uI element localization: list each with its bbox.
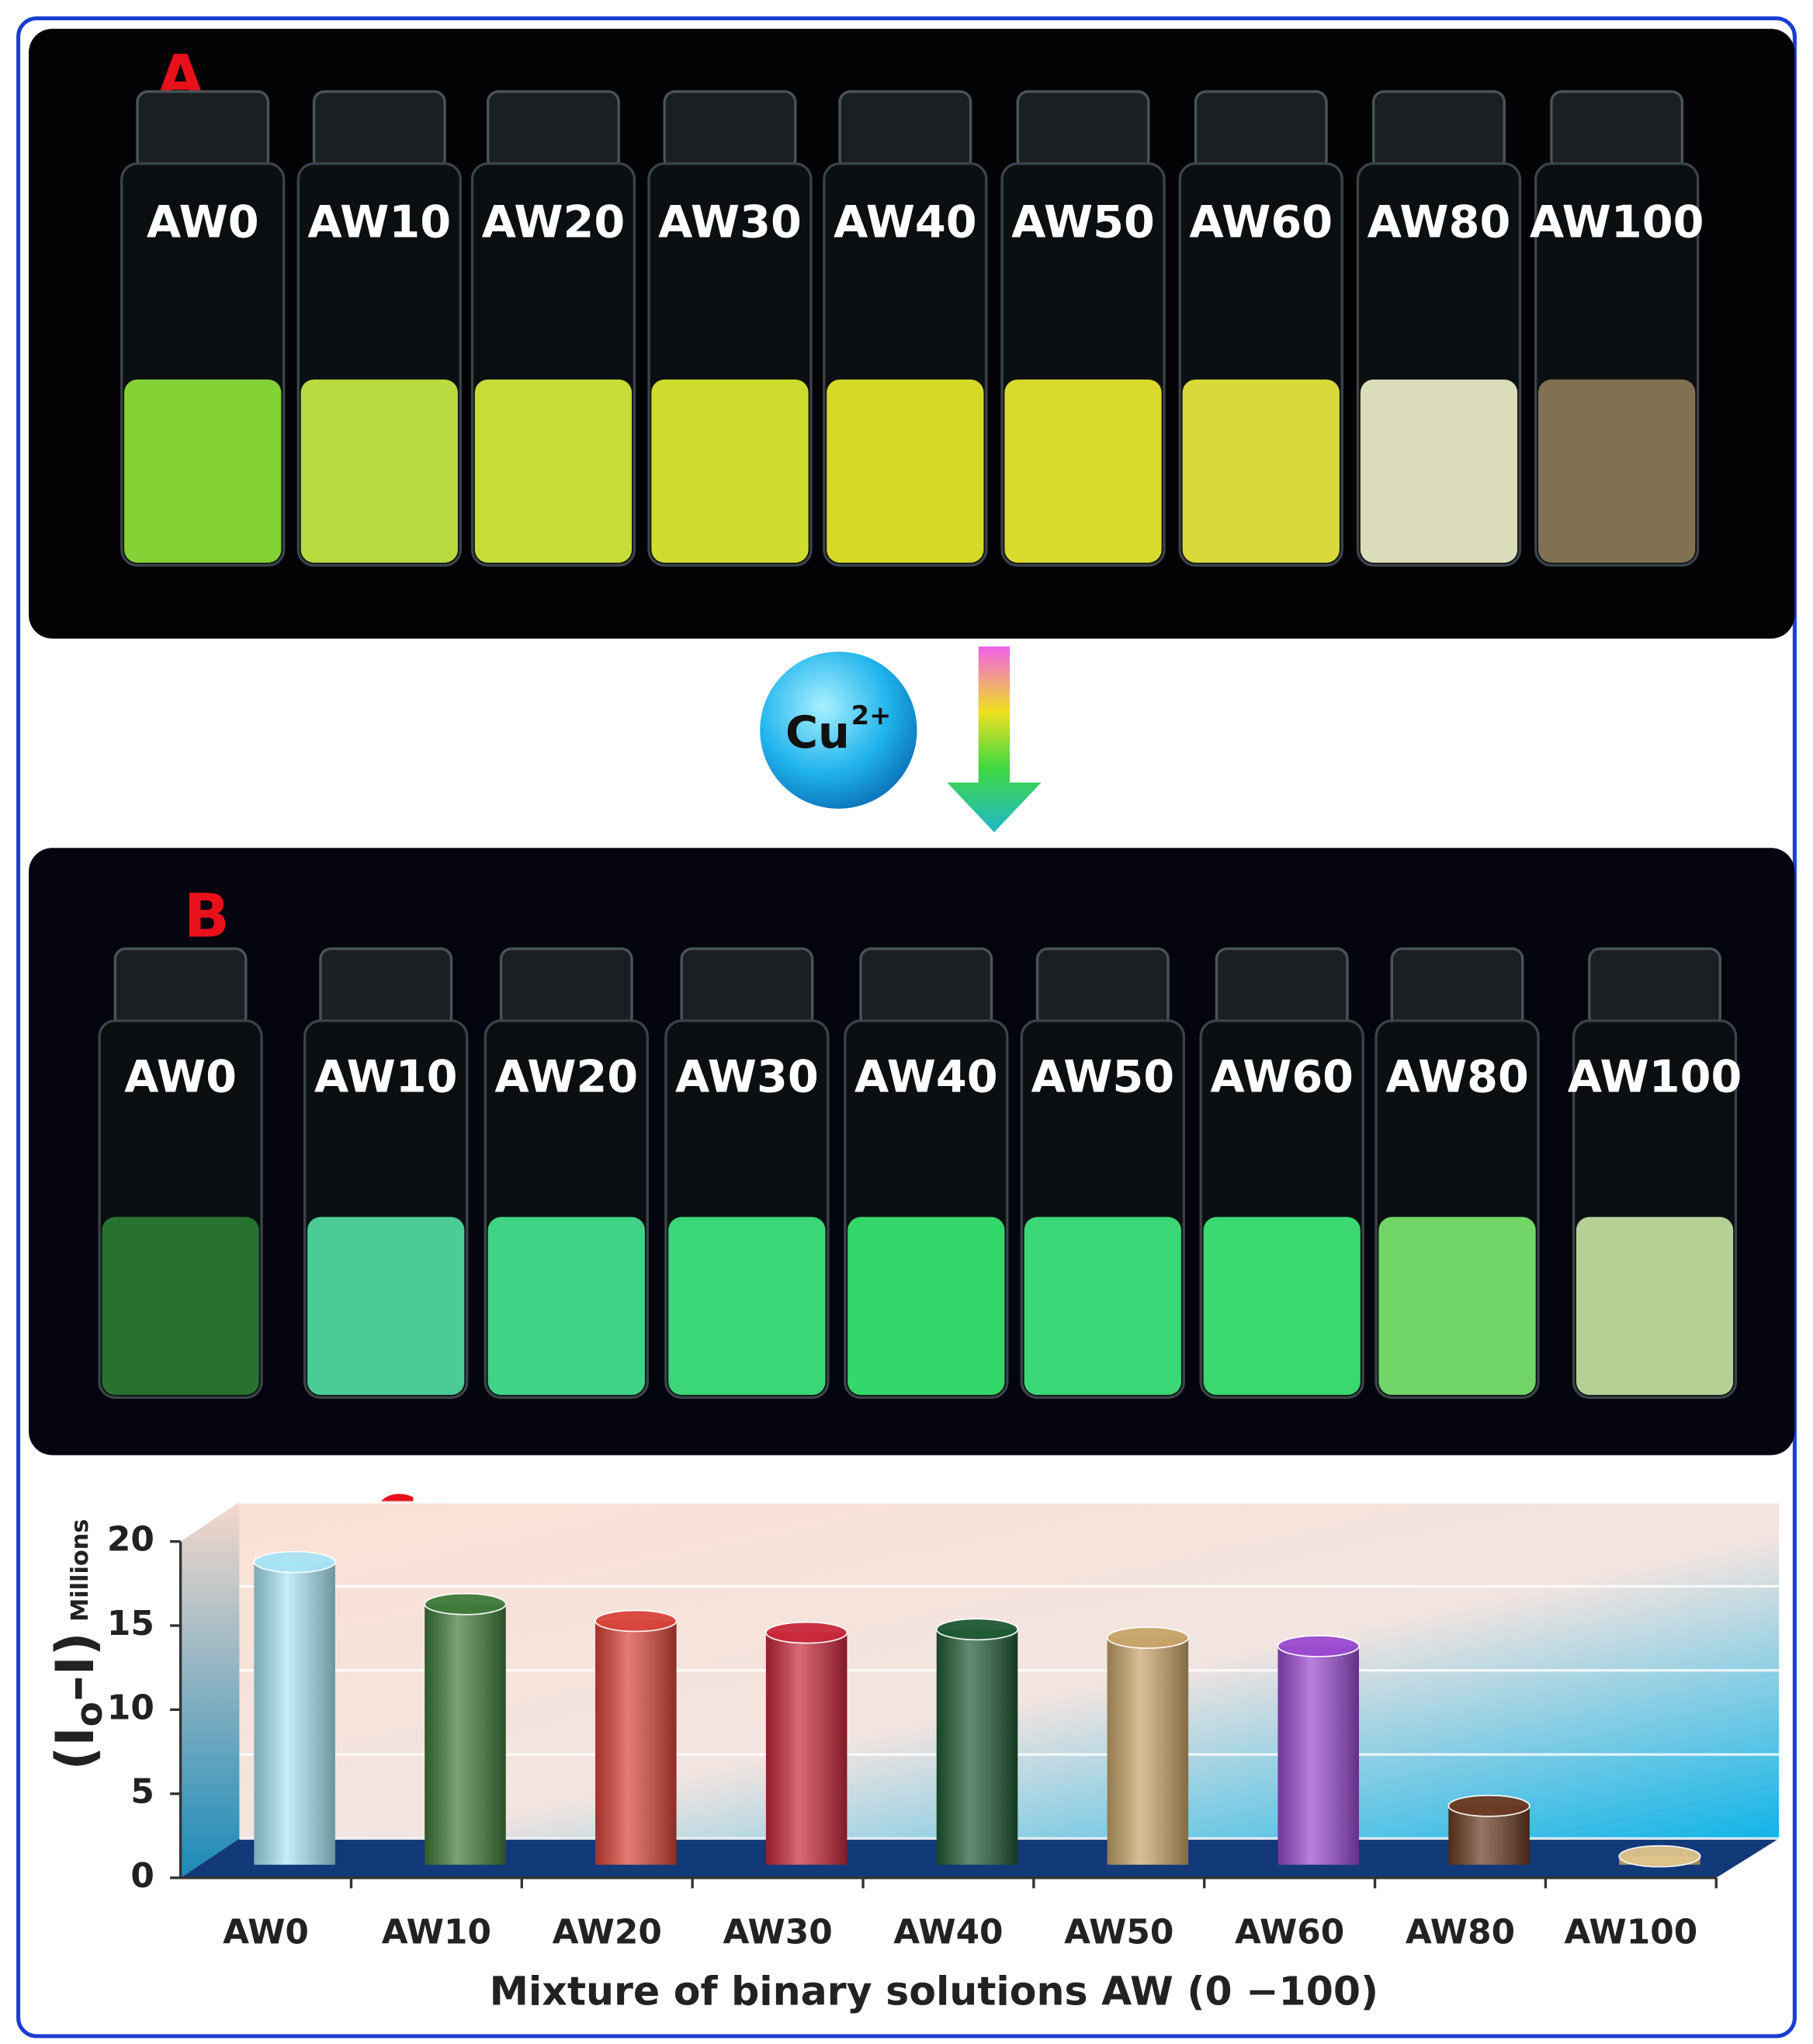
vial-cap bbox=[499, 947, 633, 1029]
bar-top bbox=[1106, 1626, 1189, 1649]
vial-liquid bbox=[827, 379, 984, 563]
bar-shade bbox=[595, 1620, 677, 1865]
x-tick-label: AW40 bbox=[893, 1912, 1003, 1952]
vial-label: AW40 bbox=[834, 196, 977, 248]
x-tick-label: AW100 bbox=[1564, 1912, 1697, 1952]
vial-label: AW20 bbox=[494, 1050, 638, 1102]
x-tick-label: AW60 bbox=[1235, 1912, 1344, 1952]
vial-cap bbox=[136, 90, 270, 172]
vial-label: AW10 bbox=[307, 196, 451, 248]
bar-shade bbox=[1107, 1637, 1189, 1865]
vial-label: AW0 bbox=[124, 1050, 237, 1102]
vial-cap bbox=[1588, 947, 1722, 1029]
vial-liquid bbox=[307, 1216, 465, 1395]
bar-shade bbox=[254, 1562, 335, 1865]
bar-shade bbox=[425, 1604, 506, 1865]
bar-shade bbox=[1277, 1646, 1359, 1865]
vial-cap bbox=[1390, 947, 1524, 1029]
reagent-text: Cu bbox=[785, 706, 850, 758]
vial-liquid bbox=[474, 379, 633, 563]
vial-liquid bbox=[102, 1216, 259, 1395]
vial-label: AW80 bbox=[1368, 196, 1511, 248]
bar-top bbox=[765, 1621, 848, 1644]
bar-top bbox=[424, 1592, 507, 1615]
vial-liquid bbox=[1203, 1216, 1361, 1395]
vial-liquid bbox=[668, 1216, 826, 1395]
y-title-main: (I bbox=[44, 1726, 106, 1770]
y-tick-label: 15 bbox=[107, 1604, 154, 1643]
x-tick-label: AW10 bbox=[382, 1912, 491, 1952]
vial-label: AW80 bbox=[1385, 1050, 1529, 1102]
vial-liquid bbox=[1360, 379, 1518, 563]
vial-cap bbox=[838, 90, 972, 172]
y-title-sub: o bbox=[68, 1702, 111, 1726]
x-tick-label: AW50 bbox=[1064, 1912, 1173, 1952]
arrow bbox=[947, 646, 1042, 833]
vial-liquid bbox=[487, 1216, 645, 1395]
vial-label: AW100 bbox=[1530, 196, 1704, 248]
vial-label: AW30 bbox=[658, 196, 802, 248]
bar-top bbox=[1618, 1844, 1701, 1868]
y-tick-label: 5 bbox=[130, 1772, 154, 1812]
vial-liquid bbox=[1182, 379, 1340, 563]
x-axis-title: Mixture of binary solutions AW (0 −100) bbox=[490, 1968, 1379, 2014]
vial-liquid bbox=[1378, 1216, 1536, 1395]
bar-shade bbox=[936, 1629, 1018, 1865]
vial-liquid bbox=[300, 379, 458, 563]
bar-top bbox=[935, 1618, 1019, 1641]
vial-liquid bbox=[124, 379, 282, 563]
vial-label: AW50 bbox=[1011, 196, 1155, 248]
vial-cap bbox=[859, 947, 993, 1029]
vial-label: AW0 bbox=[147, 196, 259, 248]
vial-label: AW100 bbox=[1568, 1050, 1742, 1102]
vial-cap bbox=[1194, 90, 1328, 172]
y-title-rest: –I) bbox=[44, 1632, 106, 1702]
vial-cap bbox=[680, 947, 814, 1029]
vial-liquid bbox=[651, 379, 809, 563]
vial-liquid bbox=[1004, 379, 1162, 563]
y-tick-label: 0 bbox=[130, 1856, 154, 1896]
y-axis-unit: Millions bbox=[67, 1519, 94, 1622]
vial-label: AW40 bbox=[855, 1050, 998, 1102]
bar-top bbox=[1277, 1635, 1360, 1657]
vial-cap bbox=[319, 947, 453, 1029]
vial-label: AW60 bbox=[1189, 196, 1333, 248]
vial-cap bbox=[312, 90, 446, 172]
bar-top bbox=[253, 1550, 336, 1574]
x-tick-label: AW20 bbox=[553, 1912, 662, 1952]
vial-liquid bbox=[848, 1216, 1005, 1395]
x-tick-label: AW80 bbox=[1406, 1912, 1515, 1952]
x-tick-label: AW30 bbox=[723, 1912, 832, 1952]
vial-liquid bbox=[1024, 1216, 1181, 1395]
vial-label: AW20 bbox=[482, 196, 626, 248]
x-tick-label: AW0 bbox=[223, 1912, 309, 1952]
vial-cap bbox=[1215, 947, 1349, 1029]
vial-cap bbox=[663, 90, 797, 172]
vial-label: AW10 bbox=[314, 1050, 458, 1102]
side-wall bbox=[180, 1502, 240, 1878]
vial-cap bbox=[1372, 90, 1506, 172]
y-tick-label: 10 bbox=[107, 1688, 154, 1727]
vial-cap bbox=[486, 90, 620, 172]
vial-label: AW60 bbox=[1210, 1050, 1354, 1102]
vial-cap bbox=[1016, 90, 1150, 172]
y-tick-label: 20 bbox=[107, 1520, 154, 1560]
vial-cap bbox=[1550, 90, 1684, 172]
vial-label: AW30 bbox=[675, 1050, 819, 1102]
bar-top bbox=[1447, 1794, 1530, 1817]
bar-top bbox=[595, 1609, 678, 1633]
reagent-charge: 2+ bbox=[851, 700, 892, 730]
y-axis-title: (Io–I) bbox=[44, 1632, 111, 1770]
vial-label: AW50 bbox=[1031, 1050, 1174, 1102]
panel-label: B bbox=[184, 881, 230, 951]
bar-shade bbox=[765, 1633, 848, 1865]
reagent-ball bbox=[760, 651, 917, 809]
vial-cap bbox=[113, 947, 248, 1029]
vial-cap bbox=[1035, 947, 1170, 1029]
vial-liquid bbox=[1576, 1216, 1734, 1395]
vial-liquid bbox=[1538, 379, 1696, 563]
